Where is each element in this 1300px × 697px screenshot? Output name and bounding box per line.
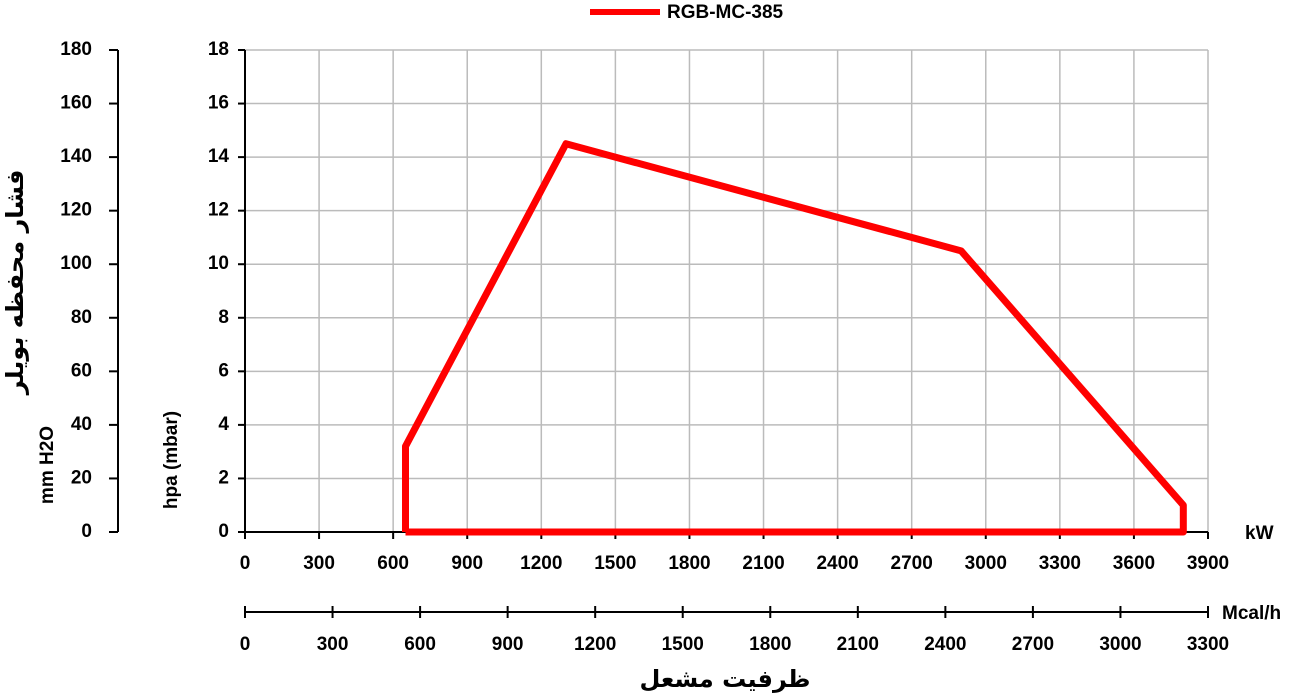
x-tick-label: 3900	[1187, 553, 1229, 574]
x-tick-label: 1200	[520, 553, 562, 574]
y2-unit: mm H2O	[37, 426, 58, 504]
x2-tick-label: 1500	[662, 634, 704, 655]
x2-tick-label: 1200	[574, 634, 616, 655]
y-tick-label: 12	[208, 200, 229, 221]
y2-axis-title: فشار محفظه بویلر	[1, 170, 29, 396]
x2-tick-label: 1800	[749, 634, 791, 655]
x-tick-label: 2400	[816, 553, 858, 574]
x-tick-label: 2700	[891, 553, 933, 574]
y-tick-label: 2	[218, 467, 229, 488]
y-axis-title: hpa (mbar)	[161, 411, 182, 509]
y-tick-label: 8	[218, 307, 229, 328]
x2-tick-label: 600	[404, 634, 436, 655]
y-tick-label: 14	[208, 146, 230, 167]
y2-tick-label: 140	[60, 146, 92, 167]
y2-tick-label: 100	[60, 253, 92, 274]
x2-tick-label: 900	[492, 634, 524, 655]
x2-tick-label: 2700	[1012, 634, 1054, 655]
x-tick-label: 600	[377, 553, 409, 574]
x2-tick-label: 3300	[1187, 634, 1229, 655]
legend-label: RGB-MC-385	[667, 2, 784, 23]
y2-tick-label: 160	[60, 93, 92, 114]
y2-tick-label: 60	[71, 360, 92, 381]
y2-tick-label: 20	[71, 467, 92, 488]
x-unit: kW	[1245, 523, 1274, 544]
y2-tick-label: 180	[60, 39, 92, 60]
x-tick-label: 1500	[594, 553, 636, 574]
x2-unit: Mcal/h	[1222, 603, 1281, 624]
series-line	[402, 140, 1187, 536]
y-tick-label: 4	[218, 414, 229, 435]
x-tick-label: 3000	[965, 553, 1007, 574]
x-tick-label: 300	[303, 553, 335, 574]
x-tick-label: 0	[240, 553, 251, 574]
y2-tick-label: 120	[60, 200, 92, 221]
y-tick-label: 10	[208, 253, 229, 274]
x-tick-label: 3300	[1039, 553, 1081, 574]
y-tick-label: 0	[218, 521, 229, 542]
x-tick-label: 1800	[668, 553, 710, 574]
x2-tick-label: 300	[317, 634, 349, 655]
x-tick-label: 900	[451, 553, 483, 574]
y-tick-label: 6	[218, 360, 229, 381]
y-tick-label: 18	[208, 39, 229, 60]
y2-tick-label: 80	[71, 307, 92, 328]
x-tick-label: 3600	[1113, 553, 1155, 574]
x2-tick-label: 0	[240, 634, 251, 655]
y-tick-label: 16	[208, 93, 229, 114]
y2-tick-label: 40	[71, 414, 92, 435]
x2-tick-label: 3000	[1099, 634, 1141, 655]
x-tick-label: 2100	[742, 553, 784, 574]
x2-tick-label: 2400	[924, 634, 966, 655]
x-axis-title: ظرفیت مشعل	[639, 665, 810, 693]
y2-tick-label: 0	[81, 521, 92, 542]
x2-tick-label: 2100	[837, 634, 879, 655]
